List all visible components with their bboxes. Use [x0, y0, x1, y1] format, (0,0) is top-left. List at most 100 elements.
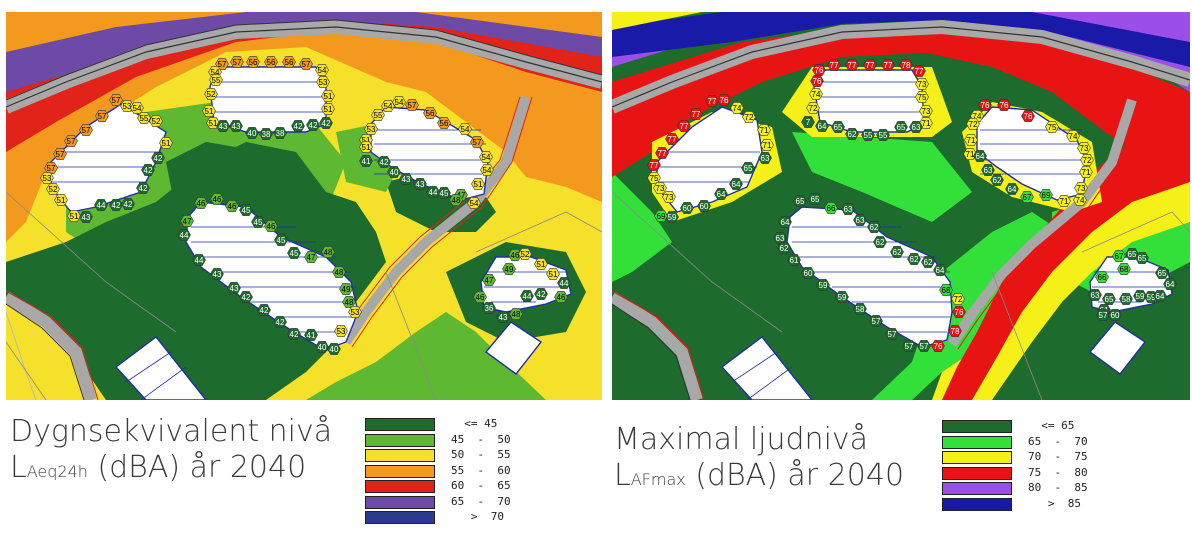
noise-level-value: 53 — [337, 327, 346, 336]
noise-level-value: 64 — [936, 266, 945, 275]
noise-level-label: 77 — [665, 133, 679, 145]
noise-level-value: 72 — [1083, 156, 1092, 165]
noise-level-label: 46 — [194, 197, 208, 209]
noise-level-label: 43 — [413, 178, 427, 190]
noise-level-value: 43 — [219, 122, 228, 131]
noise-level-value: 77 — [692, 110, 701, 119]
noise-level-label: 76 — [978, 99, 992, 111]
noise-level-value: 71 — [922, 119, 931, 128]
noise-level-value: 76 — [815, 66, 824, 75]
noise-level-value: 42 — [309, 121, 318, 130]
noise-level-value: 43 — [230, 284, 239, 293]
noise-level-label: 77 — [845, 59, 859, 71]
legend-swatch — [365, 418, 435, 431]
legend-label: 75 - 80 — [1028, 465, 1088, 479]
noise-level-value: 38 — [262, 130, 271, 139]
noise-level-label: 77 — [655, 147, 669, 159]
noise-level-value: 57 — [1099, 311, 1108, 320]
noise-level-value: 54 — [483, 166, 492, 175]
noise-level-value: 56 — [249, 58, 258, 67]
noise-level-label: 77 — [689, 108, 703, 120]
noise-level-value: 52 — [207, 90, 216, 99]
noise-level-label: 60 — [1108, 309, 1122, 321]
noise-level-label: 53 — [334, 325, 348, 337]
noise-level-value: 57 — [905, 342, 914, 351]
noise-level-label: 53 — [364, 123, 378, 135]
noise-level-label: 76 — [952, 306, 966, 318]
noise-level-value: 47 — [485, 276, 494, 285]
noise-level-value: 54 — [133, 104, 142, 113]
noise-level-value: 62 — [924, 258, 933, 267]
noise-level-value: 63 — [984, 166, 993, 175]
noise-level-label: 46 — [554, 291, 568, 303]
noise-level-value: 59 — [1147, 293, 1156, 302]
noise-level-value: 74 — [1069, 132, 1078, 141]
noise-level-value: 75 — [918, 93, 927, 102]
noise-level-label: 53 — [348, 306, 362, 318]
noise-level-value: 54 — [211, 68, 220, 77]
noise-level-value: 77 — [848, 61, 857, 70]
noise-level-value: 61 — [790, 256, 799, 265]
noise-level-value: 49 — [342, 285, 351, 294]
noise-level-label: 71 — [760, 139, 774, 151]
noise-level-value: 51 — [324, 105, 333, 114]
noise-level-value: 48 — [345, 298, 354, 307]
noise-level-label: 48 — [342, 296, 356, 308]
noise-level-value: 77 — [650, 161, 659, 170]
noise-level-value: 55 — [140, 114, 149, 123]
noise-level-value: 77 — [915, 67, 924, 76]
noise-level-value: 44 — [195, 256, 204, 265]
noise-level-label: 62 — [777, 242, 791, 254]
noise-level-label: 65 — [831, 121, 845, 133]
noise-level-label: 54 — [392, 96, 406, 108]
noise-level-value: 40 — [248, 129, 257, 138]
noise-level-value: 77 — [830, 61, 839, 70]
noise-level-value: 42 — [276, 318, 285, 327]
legend-label: 60 - 65 — [451, 479, 511, 492]
noise-level-label: 64 — [933, 264, 947, 276]
noise-level-value: 42 — [322, 119, 331, 128]
noise-level-label: 51 — [321, 103, 335, 115]
noise-level-value: 73 — [656, 184, 665, 193]
noise-level-value: 43 — [213, 270, 222, 279]
noise-level-value: 43 — [416, 180, 425, 189]
right-title-line2: LAFmax (dBA) år 2040 — [614, 458, 905, 493]
noise-level-label: 73 — [919, 105, 933, 117]
noise-level-label: 49 — [502, 263, 516, 275]
noise-level-value: 75 — [650, 174, 659, 183]
noise-level-label: 69 — [1039, 189, 1053, 201]
noise-level-value: 40 — [318, 343, 327, 352]
noise-level-label: 48 — [332, 266, 346, 278]
noise-level-label: 63 — [853, 214, 867, 226]
noise-level-label: 68 — [939, 284, 953, 296]
noise-level-label: 43 — [216, 120, 230, 132]
noise-level-label: 69 — [654, 210, 668, 222]
noise-level-label: 47 — [180, 215, 194, 227]
noise-level-value: 46 — [476, 293, 485, 302]
noise-level-value: 7 — [806, 118, 811, 127]
noise-level-value: 63 — [844, 205, 853, 214]
legend-label: 50 - 55 — [451, 448, 511, 461]
noise-level-value: 56 — [440, 119, 449, 128]
noise-level-label: 7 — [801, 116, 815, 128]
noise-level-label: 60 — [697, 200, 711, 212]
noise-level-label: 56 — [264, 56, 278, 68]
left-title: Dygnsekvivalent nivå LAeq24h (dBA) år 20… — [10, 414, 332, 490]
legend-swatch — [942, 497, 1012, 511]
noise-level-value: 47 — [307, 253, 316, 262]
noise-level-value: 71 — [760, 126, 769, 135]
noise-level-value: 51 — [537, 260, 546, 269]
noise-level-value: 42 — [294, 122, 303, 131]
noise-level-label: 64 — [778, 216, 792, 228]
noise-level-value: 54 — [470, 199, 479, 208]
legend-swatch — [365, 480, 435, 493]
noise-level-value: 45 — [242, 206, 251, 215]
noise-level-label: 77 — [881, 59, 895, 71]
noise-level-label: 76 — [1021, 110, 1035, 122]
noise-level-label: 42 — [319, 117, 333, 129]
noise-level-value: 71 — [1082, 168, 1091, 177]
noise-level-value: 40 — [330, 345, 339, 354]
noise-level-value: 68 — [1120, 265, 1129, 274]
noise-level-value: 62 — [848, 130, 857, 139]
noise-level-label: 73 — [1074, 182, 1088, 194]
